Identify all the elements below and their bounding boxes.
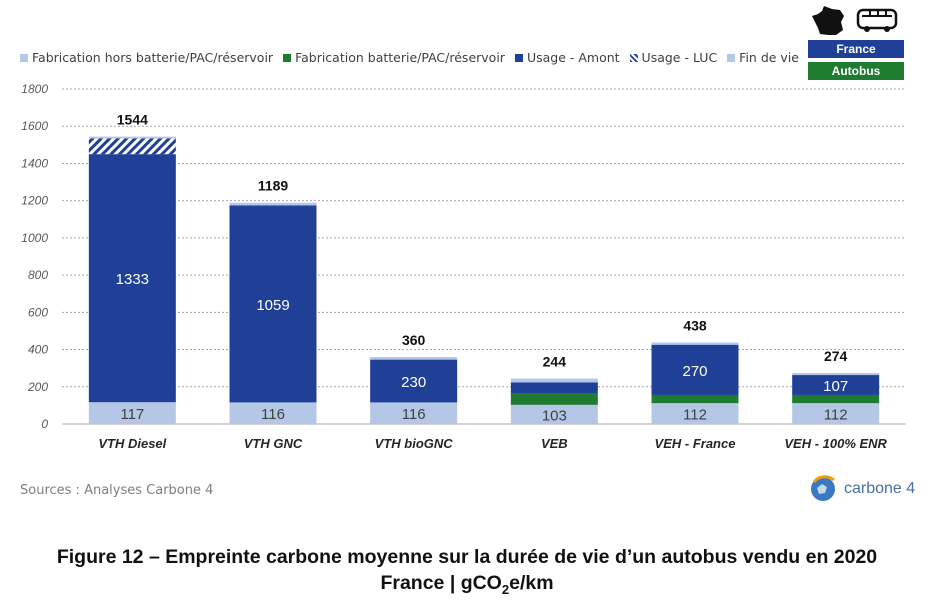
y-tick-label: 200 [27, 380, 48, 394]
caption-units-prefix: France | gCO [380, 572, 502, 594]
bar-segment [792, 394, 880, 404]
carbone4-logo: carbone 4 [808, 474, 915, 504]
logo-text: carbone 4 [844, 480, 916, 497]
bar-segment [792, 373, 880, 376]
bar-segment [510, 382, 598, 394]
legend-swatch [283, 53, 292, 62]
segment-value-label: 112 [683, 407, 707, 424]
bar-segment [229, 402, 317, 424]
y-tick-label: 1800 [21, 82, 48, 96]
legend-label: Usage - Amont [526, 50, 620, 65]
bar-segment [88, 154, 176, 403]
figure-caption: Figure 12 – Empreinte carbone moyenne su… [56, 546, 878, 568]
bar-segment [370, 357, 458, 360]
x-category-label: VTH Diesel [98, 436, 166, 451]
bus-icon [856, 8, 898, 32]
badge-box: France Autobus [808, 4, 904, 80]
bar-total-label: 1189 [258, 178, 289, 194]
segment-value-label: 117 [120, 406, 144, 423]
bar-segment [88, 138, 176, 155]
legend-label: Usage - LUC [641, 50, 718, 65]
legend-swatch [727, 53, 736, 62]
segment-value-label: 116 [261, 406, 285, 423]
legend-item: Fin de vie [727, 50, 799, 65]
legend-label: Fabrication hors batterie/PAC/réservoir [32, 50, 274, 65]
sources-note: Sources : Analyses Carbone 4 [20, 483, 214, 498]
figure-caption-units: France | gCO2e/km [0, 572, 934, 597]
legend-item: Fabrication batterie/PAC/réservoir [283, 50, 505, 65]
segment-value-label: 1333 [116, 271, 149, 288]
legend-label: Fabrication batterie/PAC/réservoir [295, 50, 505, 65]
bar-segment [792, 375, 880, 395]
y-tick-label: 600 [28, 305, 48, 319]
x-category-label: VTH bioGNC [375, 436, 454, 451]
y-tick-label: 1000 [21, 231, 48, 245]
bar-segment [229, 202, 317, 206]
segment-value-label: 270 [682, 363, 707, 380]
segment-value-label: 230 [401, 374, 426, 391]
segment-value-label: 116 [402, 406, 426, 423]
x-category-label: VEB [541, 436, 568, 451]
bar-segment [229, 205, 317, 403]
bar-total-label: 1544 [117, 112, 148, 128]
legend-swatch [514, 53, 523, 62]
y-tick-label: 1400 [21, 156, 48, 170]
y-tick-label: 1200 [21, 194, 48, 208]
france-map-icon [812, 6, 844, 35]
bar-segment [510, 378, 598, 383]
legend-swatch [20, 53, 28, 62]
bar-total-label: 360 [402, 332, 426, 348]
legend-item: Fabrication hors batterie/PAC/réservoir [20, 50, 273, 65]
caption-units-suffix: e/km [509, 572, 554, 594]
x-category-label: VTH GNC [244, 436, 303, 451]
legend-item: Usage - Amont [514, 50, 620, 65]
y-tick-label: 800 [28, 268, 48, 282]
y-tick-label: 0 [41, 417, 48, 431]
bar-segment [651, 394, 739, 404]
bar-total-label: 244 [543, 354, 567, 370]
segment-value-label: 107 [823, 378, 848, 395]
legend-item: Usage - LUC [629, 50, 718, 65]
badge-vehicle: Autobus [808, 62, 904, 80]
bar-segment [370, 359, 458, 403]
bar-segment [651, 403, 739, 424]
x-category-label: VEH - 100% ENR [784, 436, 887, 451]
bars [88, 136, 880, 424]
badge-country: France [808, 40, 904, 58]
bar-segment [651, 344, 739, 395]
caption-units-subscript: 2 [501, 581, 510, 597]
grid-lines [62, 88, 906, 425]
bar-segment [510, 393, 598, 405]
x-category-label: VEH - France [655, 436, 736, 451]
bar-segment [370, 402, 458, 424]
bar-labels: 117 1333 1544 VTH Diesel 116 1059 1189 VTH GNC 1… [98, 112, 887, 451]
bar-segment [88, 136, 176, 139]
badge-icons [808, 4, 904, 40]
y-tick-label: 1600 [21, 119, 48, 133]
legend-label: Fin de vie [739, 50, 799, 65]
segment-value-label: 112 [824, 407, 848, 424]
bar-total-label: 438 [683, 317, 707, 333]
y-axis-ticks: 0 200 400 600 800 1000 1200 1400 1600 1800 [21, 82, 48, 431]
legend: Fabrication hors batterie/PAC/réservoir … [20, 50, 799, 65]
legend-swatch-hatched [629, 53, 638, 62]
bar-segment [651, 342, 739, 345]
y-tick-label: 400 [28, 343, 48, 357]
bar-total-label: 274 [824, 348, 848, 364]
segment-value-label: 103 [542, 407, 567, 424]
bar-segment [510, 404, 598, 424]
bar-segment [88, 402, 176, 424]
segment-value-label: 1059 [256, 297, 289, 314]
globe-logo-icon [811, 475, 835, 501]
bar-segment [792, 403, 880, 424]
